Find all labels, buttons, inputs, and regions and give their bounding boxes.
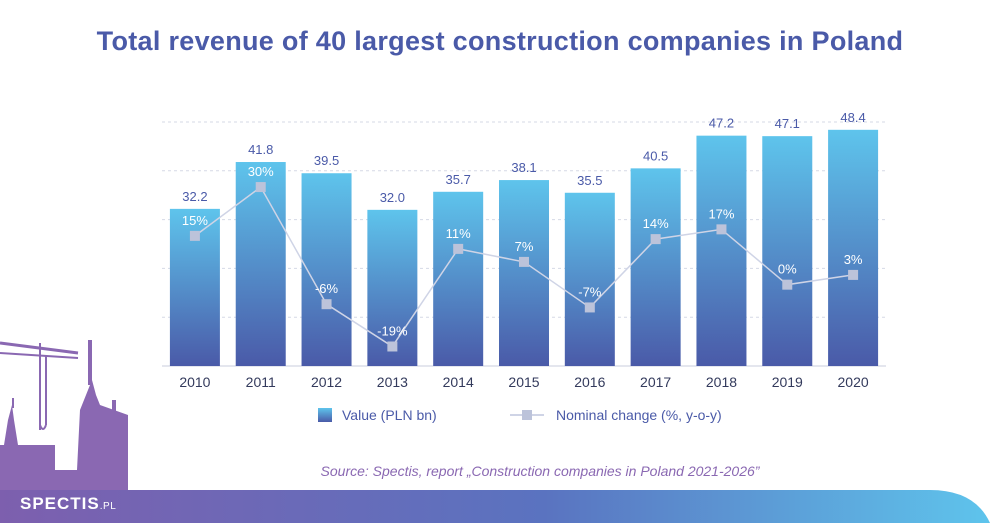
value-label-2020: 48.4 (840, 110, 865, 125)
x-tick-2020: 2020 (838, 374, 869, 390)
bar-2012 (301, 173, 352, 366)
change-label-2014: 11% (446, 226, 471, 241)
value-label-2017: 40.5 (643, 148, 668, 163)
brand-suffix: .PL (99, 501, 117, 512)
bar-2013 (367, 209, 418, 366)
bar-2018 (696, 135, 747, 366)
legend-bar-swatch (318, 408, 332, 422)
legend-line-label: Nominal change (%, y-o-y) (556, 407, 722, 423)
bar-2016 (564, 192, 615, 366)
value-label-2012: 39.5 (314, 153, 339, 168)
value-label-2010: 32.2 (182, 189, 207, 204)
change-label-2019: 0% (778, 262, 797, 277)
value-label-2011: 41.8 (248, 142, 273, 157)
legend: Value (PLN bn) Nominal change (%, y-o-y) (318, 407, 722, 423)
change-marker-2019 (782, 279, 793, 290)
change-label-2013: -19% (377, 323, 408, 338)
change-label-2018: 17% (708, 206, 734, 221)
change-label-2016: -7% (578, 284, 602, 299)
change-marker-2013 (387, 341, 398, 352)
x-tick-2018: 2018 (706, 374, 737, 390)
x-tick-2012: 2012 (311, 374, 342, 390)
x-tick-2010: 2010 (179, 374, 210, 390)
value-label-2019: 47.1 (775, 116, 800, 131)
x-tick-2014: 2014 (443, 374, 474, 390)
change-marker-2011 (255, 182, 266, 193)
brand-name: SPECTIS (20, 494, 100, 513)
change-label-2010: 15% (182, 213, 208, 228)
bar-2020 (828, 129, 879, 366)
bar-2019 (762, 136, 813, 366)
bar-2014 (433, 191, 484, 366)
change-marker-2015 (519, 256, 529, 267)
x-tick-2015: 2015 (508, 374, 539, 390)
change-marker-2010 (189, 230, 200, 241)
legend-line-marker (522, 410, 532, 420)
footer-wave (0, 490, 990, 523)
bar-2011 (235, 162, 286, 366)
x-tick-2019: 2019 (772, 374, 803, 390)
x-tick-2013: 2013 (377, 374, 408, 390)
change-marker-2016 (584, 302, 595, 313)
value-label-2018: 47.2 (709, 116, 734, 131)
line-series (189, 182, 859, 352)
x-tick-2011: 2011 (246, 374, 276, 390)
change-marker-2018 (716, 224, 727, 235)
change-marker-2017 (650, 234, 661, 245)
brand-logo: SPECTIS.PL (20, 494, 116, 514)
change-label-2017: 14% (643, 216, 669, 231)
change-marker-2012 (321, 299, 332, 310)
value-label-2015: 38.1 (511, 160, 536, 175)
skyline-illustration (0, 340, 128, 490)
data-labels: 32.2 41.8 39.5 32.0 35.7 38.1 35.5 40.5 47.2 47.1… (182, 110, 866, 339)
change-label-2011: 30% (248, 164, 274, 179)
change-label-2012: -6% (315, 281, 339, 296)
legend-bar-label: Value (PLN bn) (342, 407, 437, 423)
x-tick-2017: 2017 (640, 374, 671, 390)
bar-2017 (630, 168, 681, 366)
source-note: Source: Spectis, report „Construction co… (320, 463, 760, 479)
value-label-2014: 35.7 (446, 172, 471, 187)
change-marker-2014 (453, 243, 464, 254)
change-label-2020: 3% (844, 252, 863, 267)
value-label-2016: 35.5 (577, 173, 602, 188)
x-axis-ticks: 2010 2011 2012 2013 2014 2015 2016 2017 2018 2019… (179, 374, 869, 390)
value-label-2013: 32.0 (380, 190, 405, 205)
bar-2015 (499, 180, 549, 366)
change-marker-2020 (848, 269, 859, 280)
change-label-2015: 7% (515, 239, 534, 254)
chart-title: Total revenue of 40 largest construction… (96, 26, 904, 56)
x-tick-2016: 2016 (574, 374, 605, 390)
